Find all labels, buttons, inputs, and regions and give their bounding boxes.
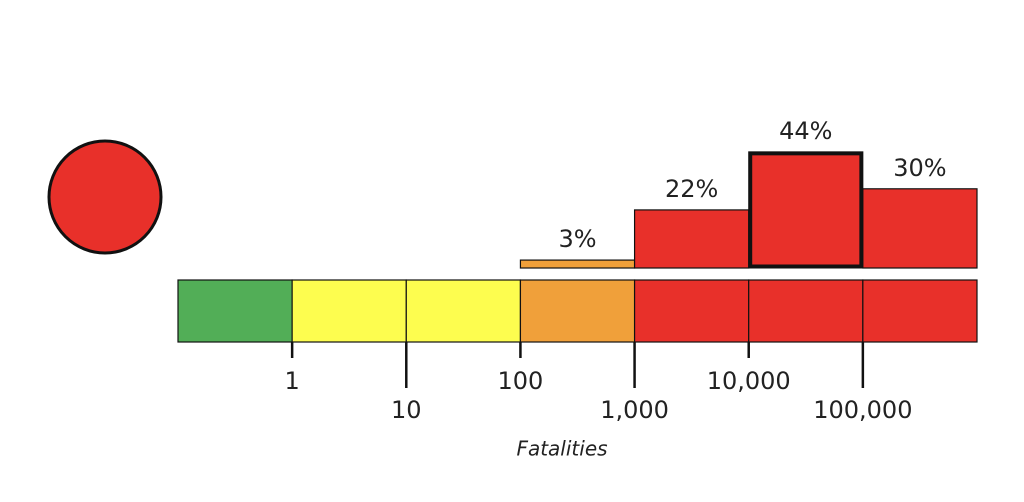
x-tick-label: 10 [391, 396, 422, 424]
bar [519, 259, 636, 269]
value-label: 22% [665, 175, 718, 203]
x-tick-label: 100 [498, 367, 544, 395]
scale-segment [748, 279, 864, 343]
scale-segment [405, 279, 522, 343]
value-label: 44% [779, 117, 832, 145]
scale-segment [862, 279, 978, 343]
bar [633, 209, 750, 269]
x-tick-label: 100,000 [813, 396, 912, 424]
bar [748, 151, 864, 269]
alert-circle [47, 139, 163, 255]
x-tick-label: 1,000 [600, 396, 669, 424]
scale-segment [177, 279, 293, 343]
value-label: 3% [558, 225, 596, 253]
bar [862, 188, 978, 269]
x-tick-label: 1 [285, 367, 300, 395]
x-tick-label: 10,000 [707, 367, 791, 395]
scale-segment [633, 279, 750, 343]
x-axis-label: Fatalities [516, 437, 607, 461]
value-label: 30% [893, 154, 946, 182]
scale-segment [291, 279, 407, 343]
scale-segment [519, 279, 636, 343]
